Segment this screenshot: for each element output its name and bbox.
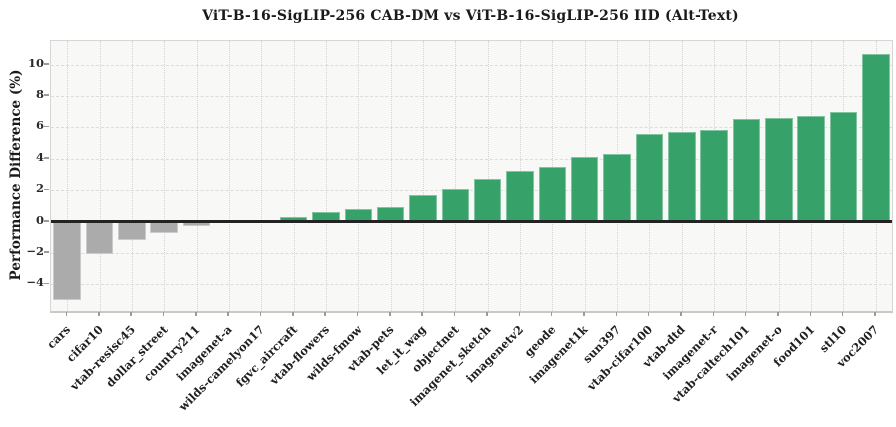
y-tick-label: 6 xyxy=(35,118,44,133)
x-tick-mark xyxy=(550,312,553,316)
bar xyxy=(862,53,890,222)
zero-line xyxy=(51,220,892,224)
x-gridline xyxy=(325,41,327,311)
x-gridline xyxy=(293,41,295,311)
x-gridline xyxy=(228,41,230,311)
bar xyxy=(603,154,631,222)
x-tick-mark xyxy=(227,312,229,316)
y-tick-label: 2 xyxy=(35,181,44,196)
y-tick-label: −2 xyxy=(26,243,44,258)
x-tick-mark xyxy=(292,312,294,316)
bar xyxy=(732,119,761,222)
y-tick-mark xyxy=(44,251,49,253)
x-gridline xyxy=(455,41,457,311)
x-tick-mark xyxy=(486,312,488,316)
bar xyxy=(570,157,599,222)
x-tick-mark xyxy=(809,312,812,316)
bar xyxy=(409,194,437,222)
x-tick-mark xyxy=(162,312,165,316)
x-gridline xyxy=(487,41,489,311)
y-tick-mark xyxy=(44,94,49,96)
x-tick-mark xyxy=(324,312,326,316)
bar xyxy=(635,133,664,222)
x-tick-mark xyxy=(647,312,650,316)
x-tick-mark xyxy=(841,312,844,316)
x-tick-mark xyxy=(874,312,876,316)
y-tick-label: 8 xyxy=(35,86,44,101)
bar xyxy=(150,221,178,233)
bar xyxy=(85,221,114,255)
x-tick-mark xyxy=(389,312,391,316)
y-tick-label: 4 xyxy=(35,149,44,164)
bar xyxy=(797,116,825,222)
x-gridline xyxy=(131,41,133,311)
bar xyxy=(668,132,696,222)
x-tick-mark xyxy=(583,312,585,316)
y-tick-mark xyxy=(44,157,49,159)
y-tick-mark xyxy=(44,63,49,65)
x-tick-mark xyxy=(680,312,682,316)
bar xyxy=(473,179,502,222)
y-tick-label: 0 xyxy=(35,212,44,227)
y-gridline xyxy=(51,64,892,66)
y-gridline xyxy=(51,127,892,129)
x-tick-mark xyxy=(453,312,456,316)
x-tick-mark xyxy=(712,312,715,316)
y-tick-mark xyxy=(44,282,49,285)
x-gridline xyxy=(261,41,263,311)
y-tick-mark xyxy=(44,125,49,128)
bar xyxy=(765,117,793,222)
bar xyxy=(700,130,728,222)
x-gridline xyxy=(196,41,198,311)
x-tick-mark xyxy=(744,312,747,316)
x-gridline xyxy=(422,41,424,311)
bar xyxy=(53,221,81,300)
y-gridline xyxy=(51,252,892,254)
x-tick-mark xyxy=(195,312,197,316)
x-tick-mark xyxy=(259,312,262,316)
x-tick-mark xyxy=(421,312,423,316)
y-tick-mark xyxy=(44,188,49,191)
x-tick-mark xyxy=(518,312,521,316)
x-tick-mark xyxy=(65,312,68,316)
bar xyxy=(441,188,470,222)
bar xyxy=(118,221,146,241)
chart-title: ViT-B-16-SigLIP-256 CAB-DM vs ViT-B-16-S… xyxy=(202,8,739,24)
bar xyxy=(538,166,567,222)
y-gridline xyxy=(51,158,892,160)
x-tick-mark xyxy=(130,312,132,316)
y-tick-label: −4 xyxy=(26,275,44,290)
x-gridline xyxy=(358,41,360,311)
bar xyxy=(829,111,858,222)
x-tick-label: cars xyxy=(44,322,74,352)
x-tick-mark xyxy=(356,312,359,316)
y-gridline xyxy=(51,284,892,286)
x-tick-mark xyxy=(98,312,100,316)
y-tick-mark xyxy=(44,220,49,222)
x-gridline xyxy=(390,41,392,311)
x-gridline xyxy=(164,41,166,311)
y-gridline xyxy=(51,95,892,97)
y-gridline xyxy=(51,190,892,192)
x-tick-mark xyxy=(777,312,779,316)
x-tick-mark xyxy=(615,312,618,316)
y-tick-label: 10 xyxy=(27,55,44,70)
x-gridline xyxy=(67,41,69,311)
bar xyxy=(506,171,534,222)
x-gridline xyxy=(99,41,101,311)
plot-area xyxy=(50,40,893,313)
